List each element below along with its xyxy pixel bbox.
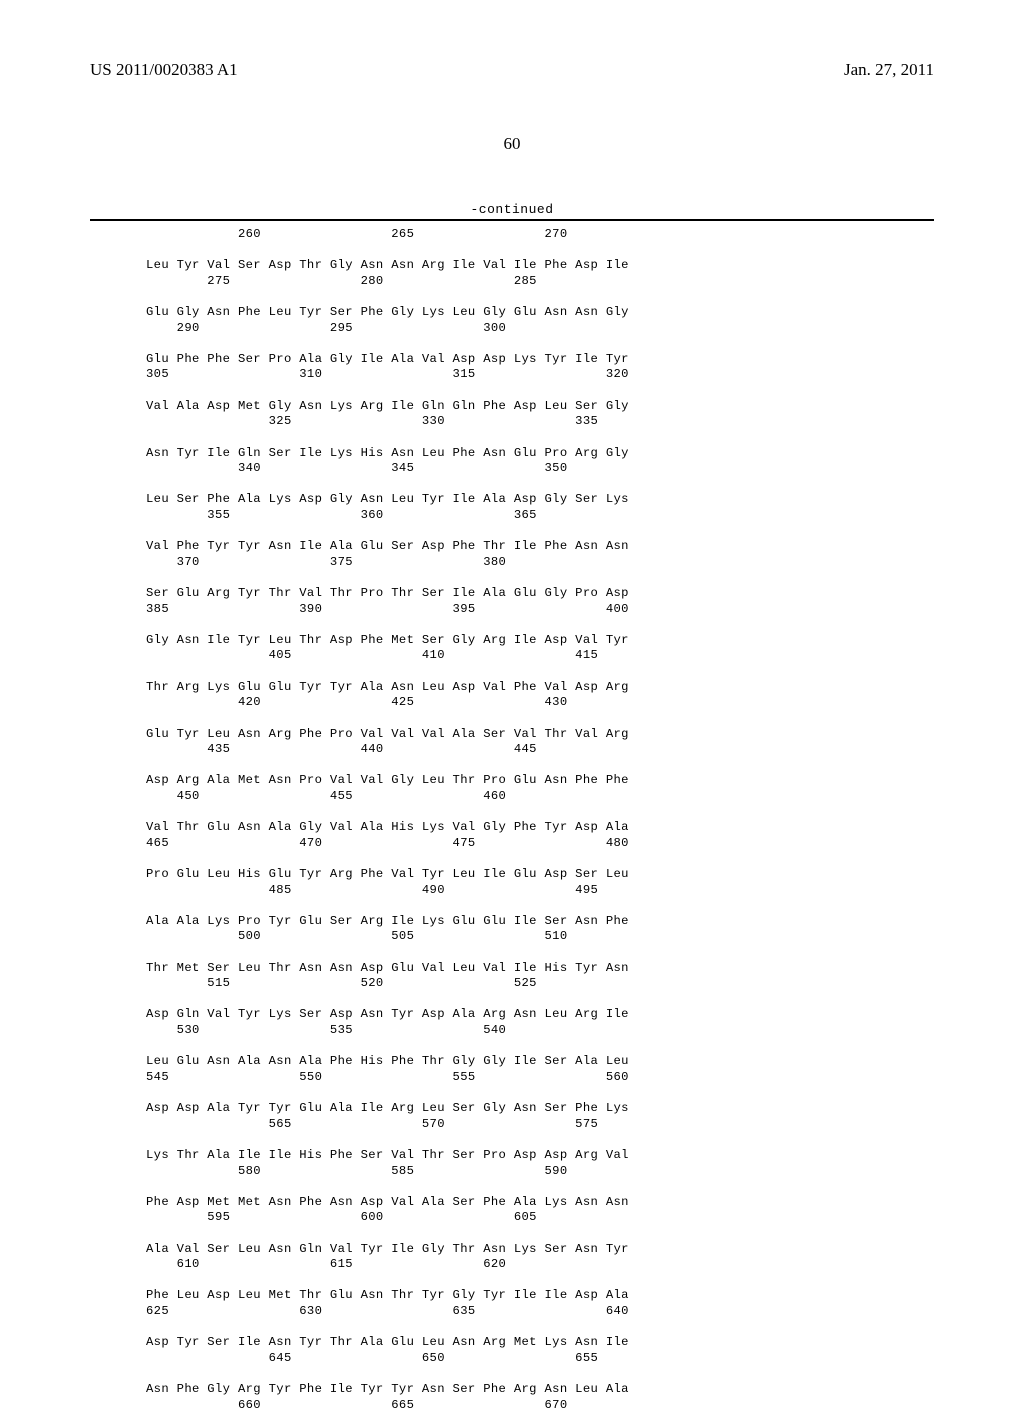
sequence-listing: 260 265 270 Leu Tyr Val Ser Asp Thr Gly … bbox=[146, 227, 934, 1413]
publication-date: Jan. 27, 2011 bbox=[844, 60, 934, 80]
page-number: 60 bbox=[90, 134, 934, 154]
continued-label: -continued bbox=[90, 202, 934, 217]
publication-number: US 2011/0020383 A1 bbox=[90, 60, 238, 80]
patent-page: US 2011/0020383 A1 Jan. 27, 2011 60 -con… bbox=[0, 0, 1024, 1320]
horizontal-rule bbox=[90, 219, 934, 221]
page-header: US 2011/0020383 A1 Jan. 27, 2011 bbox=[90, 60, 934, 80]
